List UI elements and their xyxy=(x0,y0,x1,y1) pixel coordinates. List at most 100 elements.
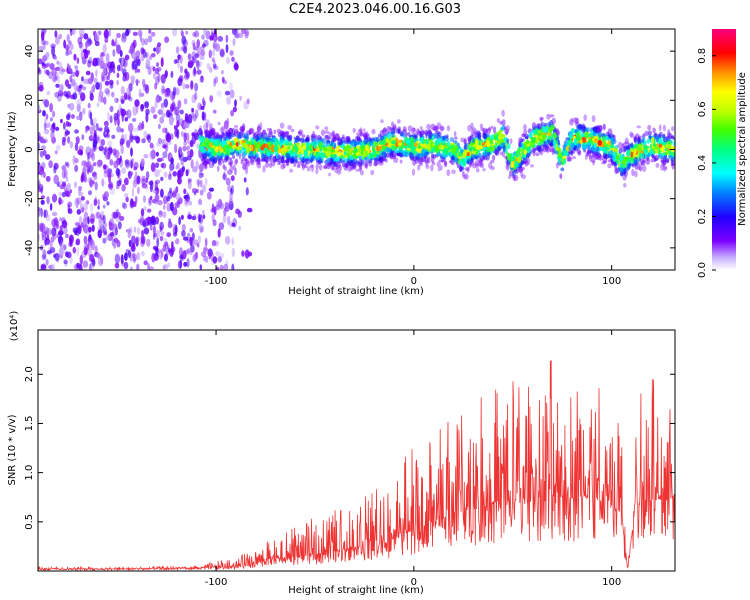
heatmap-cell xyxy=(125,29,130,37)
heatmap-cell xyxy=(135,56,140,65)
heatmap-cell xyxy=(305,141,310,149)
heatmap-cell xyxy=(185,169,189,177)
heatmap-cell xyxy=(353,148,358,153)
heatmap-cell xyxy=(223,120,229,130)
heatmap-cell xyxy=(232,38,236,46)
heatmap-cell xyxy=(483,135,487,139)
heatmap-cell xyxy=(554,150,559,155)
heatmap-cell xyxy=(346,137,350,143)
heatmap-cell xyxy=(64,132,68,137)
heatmap-cell xyxy=(309,144,313,148)
heatmap-cell xyxy=(409,136,415,144)
heatmap-cell xyxy=(221,70,224,75)
heatmap-cell xyxy=(164,36,170,43)
heatmap-cell xyxy=(302,134,306,138)
heatmap-cell xyxy=(147,66,152,76)
heatmap-cell xyxy=(53,56,58,60)
heatmap-cell xyxy=(574,117,580,124)
heatmap-cell xyxy=(196,69,202,75)
heatmap-cell xyxy=(651,155,656,159)
heatmap-cell xyxy=(42,110,46,117)
heatmap-cell xyxy=(54,75,58,80)
heatmap-cell xyxy=(501,109,505,117)
heatmap-cell xyxy=(49,102,53,113)
heatmap-cell xyxy=(417,145,422,149)
heatmap-cell xyxy=(38,207,41,218)
heatmap-cell xyxy=(148,201,152,206)
heatmap-cell xyxy=(522,124,527,131)
heatmap-cell xyxy=(179,255,184,260)
heatmap-cell xyxy=(74,164,79,172)
heatmap-cell xyxy=(147,208,152,213)
heatmap-cell xyxy=(45,175,51,182)
heatmap-cell xyxy=(225,155,230,160)
heatmap-cell xyxy=(83,33,89,40)
heatmap-cell xyxy=(43,121,47,131)
heatmap-cell xyxy=(576,148,581,155)
heatmap-cell xyxy=(642,164,647,172)
heatmap-cell xyxy=(451,147,457,154)
heatmap-cell xyxy=(586,127,591,133)
heatmap-cell xyxy=(559,174,563,180)
heatmap-cell xyxy=(143,260,148,266)
heatmap-cell xyxy=(472,146,476,152)
heatmap-cell xyxy=(165,109,171,118)
heatmap-marks xyxy=(38,29,675,270)
heatmap-cell xyxy=(120,85,125,95)
heatmap-cell xyxy=(565,137,571,141)
heatmap-cell xyxy=(218,222,225,231)
heatmap-cell xyxy=(92,180,95,185)
heatmap-cell xyxy=(226,56,230,65)
heatmap-cell xyxy=(498,133,502,141)
heatmap-cell xyxy=(244,249,250,259)
heatmap-cell xyxy=(168,173,172,181)
heatmap-cell xyxy=(135,136,141,144)
heatmap-cell xyxy=(340,136,346,144)
heatmap-cell xyxy=(297,160,301,167)
heatmap-cell xyxy=(232,127,236,135)
heatmap-cell xyxy=(126,109,132,119)
heatmap-cell xyxy=(391,140,396,145)
heatmap-cell xyxy=(217,165,220,172)
heatmap-cell xyxy=(49,240,53,249)
heatmap-cell xyxy=(291,157,295,164)
heatmap-cell xyxy=(114,253,121,264)
heatmap-cell xyxy=(43,40,49,46)
heatmap-cell xyxy=(390,131,395,138)
heatmap-cell xyxy=(670,135,675,139)
heatmap-cell xyxy=(279,135,283,144)
heatmap-cell xyxy=(202,97,205,106)
heatmap-cell xyxy=(462,151,466,159)
heatmap-cell xyxy=(385,137,390,143)
heatmap-cell xyxy=(168,218,172,223)
heatmap-cell xyxy=(389,152,394,160)
heatmap-cell xyxy=(442,135,446,141)
heatmap-cell xyxy=(137,186,140,195)
heatmap-cell xyxy=(69,189,73,194)
heatmap-cell xyxy=(220,152,225,158)
heatmap-cell xyxy=(152,233,156,240)
heatmap-cell xyxy=(536,142,542,146)
heatmap-cell xyxy=(304,138,309,142)
heatmap-cell xyxy=(229,160,233,168)
heatmap-cell xyxy=(72,155,77,165)
heatmap-cell xyxy=(43,171,46,179)
heatmap-cell xyxy=(344,163,349,168)
heatmap-cell xyxy=(665,157,670,164)
heatmap-cell xyxy=(407,125,413,132)
heatmap-cell xyxy=(425,139,430,145)
heatmap-cell xyxy=(222,164,226,170)
heatmap-cell xyxy=(204,130,208,138)
heatmap-cell xyxy=(256,126,261,132)
heatmap-cell xyxy=(158,168,162,173)
heatmap-cell xyxy=(194,53,200,59)
colorbar-tick-label: 0.6 xyxy=(697,101,708,117)
heatmap-cell xyxy=(231,263,235,270)
heatmap-cell xyxy=(187,178,191,184)
heatmap-cell xyxy=(298,131,302,136)
heatmap-cell xyxy=(364,159,369,166)
heatmap-cell xyxy=(82,217,88,226)
heatmap-cell xyxy=(155,76,160,85)
heatmap-cell xyxy=(38,85,44,92)
heatmap-cell xyxy=(127,172,132,179)
